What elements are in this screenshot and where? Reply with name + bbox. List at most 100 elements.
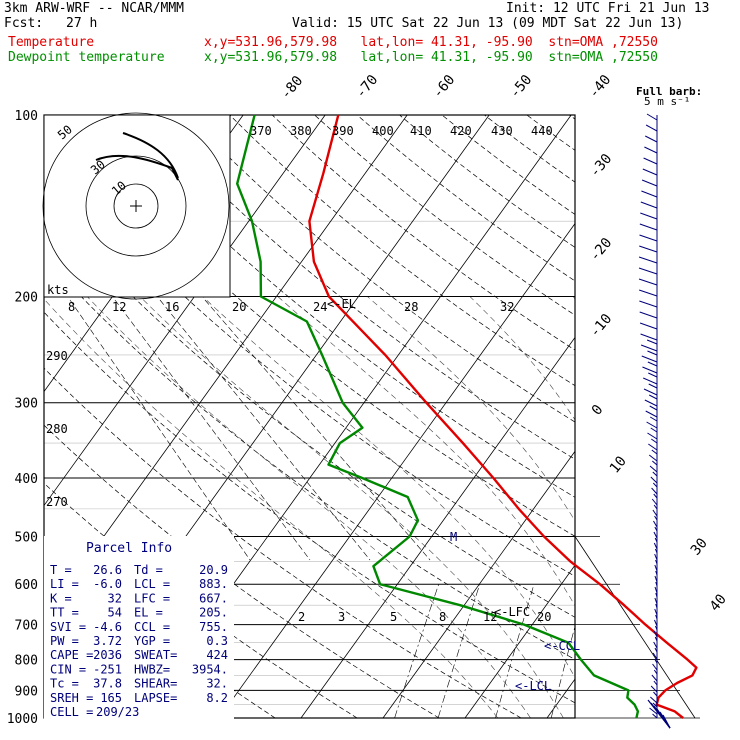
- parcel-info-value: SVI =: [50, 620, 86, 634]
- parcel-info-value: 667.: [199, 591, 228, 605]
- parcel-info-value: LFC =: [134, 591, 170, 605]
- wind-barb: [641, 179, 658, 187]
- wind-barb: [645, 135, 658, 143]
- wind-barb: [654, 515, 658, 521]
- parcel-info-value: CELL =: [50, 705, 93, 719]
- dewpoint-profile: [235, 114, 640, 719]
- wind-barb: [649, 465, 658, 473]
- isotherm-label: -60: [430, 72, 459, 102]
- wind-barb: [653, 504, 658, 510]
- isotherm-label: 40: [707, 591, 730, 614]
- dry-adiabat-line: [526, 115, 575, 151]
- wind-barb: [652, 713, 658, 719]
- parcel-info-title: Parcel Info: [86, 541, 172, 556]
- isotherm-line: [711, 115, 740, 718]
- theta-label: 270: [46, 495, 68, 509]
- moist-adiabat-line: [469, 296, 575, 421]
- dry-adiabat-line: [102, 115, 575, 498]
- theta-label: 280: [46, 422, 68, 436]
- init-time: Init: 12 UTC Fri 21 Jun 13: [506, 1, 710, 16]
- theta-label: 400: [372, 124, 394, 138]
- wind-barb: [654, 537, 658, 543]
- mixing-ratio-label: 20: [232, 300, 246, 314]
- wind-barb: [655, 603, 658, 609]
- wind-barb: [642, 168, 658, 176]
- low-mixing-ratio-label: 12: [483, 610, 497, 624]
- isotherm-line: [546, 678, 575, 718]
- wind-barb: [655, 592, 658, 598]
- wind-barb: [655, 625, 658, 631]
- parcel-info-value: 8.2: [206, 691, 228, 705]
- wind-barb: [653, 531, 658, 539]
- level-annotation: <-EL: [327, 297, 356, 311]
- wind-barb: [641, 190, 658, 198]
- wind-barb: [654, 636, 658, 642]
- wind-barb: [653, 669, 658, 675]
- low-mixing-ratio-label: 2: [298, 610, 305, 624]
- wind-barb: [649, 707, 658, 715]
- parcel-info-value: SWEAT=: [134, 648, 177, 662]
- wind-barb: [654, 619, 658, 627]
- parcel-info-value: 2036: [93, 648, 122, 662]
- forecast-label: Fcst:: [4, 16, 44, 31]
- wind-barb: [652, 702, 658, 708]
- wind-barb: [651, 449, 658, 455]
- theta-label: 380: [290, 124, 312, 138]
- hodograph-unit-label: kts: [47, 283, 69, 297]
- wind-barb: [647, 350, 658, 356]
- mixing-ratio-guide: [69, 299, 251, 561]
- dry-adiabat-line: [44, 256, 575, 660]
- wind-barb: [647, 432, 658, 440]
- wind-barb: [640, 344, 658, 352]
- parcel-info-value: 32.: [206, 677, 228, 691]
- wind-barb: [653, 680, 658, 686]
- wind-barb: [639, 234, 658, 242]
- grid-extension: [574, 536, 700, 719]
- isotherm-label: 30: [688, 535, 711, 558]
- parcel-info-value: SHEAR=: [134, 677, 177, 691]
- low-mixing-ratio-label: 5: [390, 610, 397, 624]
- wind-barb: [652, 509, 658, 517]
- model-title: 3km ARW-WRF -- NCAR/MMM: [4, 1, 185, 16]
- parcel-info-value: LAPSE=: [134, 691, 177, 705]
- isotherm-line: [44, 115, 326, 507]
- dewpoint-location: x,y=531.96,579.98 lat,lon= 41.31, -95.90…: [204, 50, 658, 65]
- wind-barb: [655, 614, 658, 620]
- parcel-info-value: 205.: [199, 606, 228, 620]
- parcel-info-value: CIN =: [50, 662, 86, 676]
- wind-barb: [639, 223, 658, 231]
- isotherm-label: -50: [507, 72, 536, 102]
- dry-adiabat-line: [144, 115, 575, 460]
- parcel-info-box: Parcel Info T = 26.6 Td = 20.9 LI = -6.0 LCL = 8…: [44, 536, 234, 724]
- mixing-ratio-line: [437, 584, 481, 718]
- valid-time: Valid: 15 UTC Sat 22 Jun 13 (09 MDT Sat …: [292, 16, 684, 31]
- wind-barb: [653, 691, 658, 697]
- pressure-tick-label: 300: [15, 397, 38, 412]
- mixing-ratio-label: 32: [500, 300, 514, 314]
- wind-barb: [654, 597, 658, 605]
- wind-barb: [651, 498, 658, 506]
- parcel-info-value: 54: [108, 606, 122, 620]
- theta-label: 390: [332, 124, 354, 138]
- wind-barb: [651, 674, 658, 682]
- parcel-info-value: -6.0: [93, 577, 122, 591]
- mixing-ratio-label: 24: [313, 300, 327, 314]
- pressure-tick-label: 200: [15, 291, 38, 306]
- mixing-ratio-guide: [159, 299, 371, 561]
- dry-adiabat-line: [612, 115, 740, 718]
- pressure-tick-label: 500: [15, 530, 38, 545]
- hodograph-trace: [122, 132, 179, 179]
- parcel-info-value: K =: [50, 591, 72, 605]
- isotherm-line: [382, 450, 575, 718]
- wind-barb: [653, 542, 658, 550]
- parcel-info-value: T =: [50, 563, 72, 577]
- level-annotation: <-LCL: [515, 679, 551, 693]
- isotherm-label: -80: [278, 73, 307, 103]
- wind-barb: [662, 714, 671, 729]
- pressure-tick-label: 400: [15, 472, 38, 487]
- parcel-info-value: 3.72: [93, 634, 122, 648]
- parcel-info-value: 209/23: [96, 705, 139, 719]
